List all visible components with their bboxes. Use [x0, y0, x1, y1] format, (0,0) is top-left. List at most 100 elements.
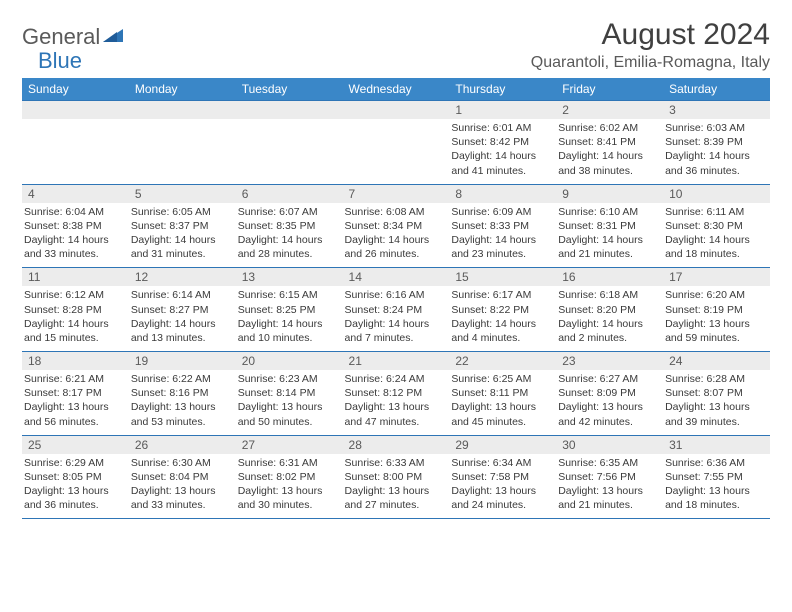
day-number: 27 [236, 436, 343, 454]
day-body: Sunrise: 6:05 AMSunset: 8:37 PMDaylight:… [129, 203, 236, 268]
day-number: 15 [449, 268, 556, 286]
calendar-body: 1Sunrise: 6:01 AMSunset: 8:42 PMDaylight… [22, 101, 770, 519]
weekday-header: Wednesday [343, 78, 450, 101]
calendar-day-cell: 3Sunrise: 6:03 AMSunset: 8:39 PMDaylight… [663, 101, 770, 185]
day-body: Sunrise: 6:14 AMSunset: 8:27 PMDaylight:… [129, 286, 236, 351]
day-number: 5 [129, 185, 236, 203]
calendar-day-cell: 12Sunrise: 6:14 AMSunset: 8:27 PMDayligh… [129, 268, 236, 352]
day-number [22, 101, 129, 119]
day-number [236, 101, 343, 119]
day-number: 18 [22, 352, 129, 370]
day-body: Sunrise: 6:20 AMSunset: 8:19 PMDaylight:… [663, 286, 770, 351]
month-title: August 2024 [531, 18, 770, 52]
day-number: 26 [129, 436, 236, 454]
calendar-day-cell [129, 101, 236, 185]
calendar-day-cell: 9Sunrise: 6:10 AMSunset: 8:31 PMDaylight… [556, 184, 663, 268]
page-header: General August 2024 Quarantoli, Emilia-R… [22, 18, 770, 72]
day-number: 21 [343, 352, 450, 370]
calendar-day-cell: 5Sunrise: 6:05 AMSunset: 8:37 PMDaylight… [129, 184, 236, 268]
day-number: 12 [129, 268, 236, 286]
day-number: 2 [556, 101, 663, 119]
day-number: 4 [22, 185, 129, 203]
calendar-week-row: 25Sunrise: 6:29 AMSunset: 8:05 PMDayligh… [22, 435, 770, 519]
calendar-day-cell: 13Sunrise: 6:15 AMSunset: 8:25 PMDayligh… [236, 268, 343, 352]
day-body: Sunrise: 6:04 AMSunset: 8:38 PMDaylight:… [22, 203, 129, 268]
calendar-day-cell: 18Sunrise: 6:21 AMSunset: 8:17 PMDayligh… [22, 352, 129, 436]
day-body: Sunrise: 6:03 AMSunset: 8:39 PMDaylight:… [663, 119, 770, 184]
day-number: 16 [556, 268, 663, 286]
weekday-header: Monday [129, 78, 236, 101]
calendar-header-row: SundayMondayTuesdayWednesdayThursdayFrid… [22, 78, 770, 101]
day-number: 10 [663, 185, 770, 203]
calendar-day-cell: 4Sunrise: 6:04 AMSunset: 8:38 PMDaylight… [22, 184, 129, 268]
day-body [343, 119, 450, 175]
day-body: Sunrise: 6:01 AMSunset: 8:42 PMDaylight:… [449, 119, 556, 184]
day-number: 19 [129, 352, 236, 370]
calendar-day-cell: 15Sunrise: 6:17 AMSunset: 8:22 PMDayligh… [449, 268, 556, 352]
day-number: 24 [663, 352, 770, 370]
calendar-page: General August 2024 Quarantoli, Emilia-R… [0, 0, 792, 519]
day-number: 23 [556, 352, 663, 370]
day-number: 7 [343, 185, 450, 203]
day-number: 28 [343, 436, 450, 454]
day-body: Sunrise: 6:02 AMSunset: 8:41 PMDaylight:… [556, 119, 663, 184]
day-body: Sunrise: 6:24 AMSunset: 8:12 PMDaylight:… [343, 370, 450, 435]
day-number: 6 [236, 185, 343, 203]
calendar-week-row: 11Sunrise: 6:12 AMSunset: 8:28 PMDayligh… [22, 268, 770, 352]
calendar-day-cell [236, 101, 343, 185]
day-body: Sunrise: 6:16 AMSunset: 8:24 PMDaylight:… [343, 286, 450, 351]
brand-logo: General [22, 24, 125, 50]
day-number: 8 [449, 185, 556, 203]
day-body: Sunrise: 6:28 AMSunset: 8:07 PMDaylight:… [663, 370, 770, 435]
calendar-day-cell: 17Sunrise: 6:20 AMSunset: 8:19 PMDayligh… [663, 268, 770, 352]
weekday-header: Sunday [22, 78, 129, 101]
weekday-header: Thursday [449, 78, 556, 101]
weekday-header: Saturday [663, 78, 770, 101]
calendar-day-cell: 30Sunrise: 6:35 AMSunset: 7:56 PMDayligh… [556, 435, 663, 519]
calendar-day-cell [343, 101, 450, 185]
day-body: Sunrise: 6:29 AMSunset: 8:05 PMDaylight:… [22, 454, 129, 519]
brand-part2: Blue [38, 48, 82, 73]
day-number [343, 101, 450, 119]
calendar-day-cell: 7Sunrise: 6:08 AMSunset: 8:34 PMDaylight… [343, 184, 450, 268]
day-body: Sunrise: 6:33 AMSunset: 8:00 PMDaylight:… [343, 454, 450, 519]
calendar-day-cell: 20Sunrise: 6:23 AMSunset: 8:14 PMDayligh… [236, 352, 343, 436]
day-body: Sunrise: 6:15 AMSunset: 8:25 PMDaylight:… [236, 286, 343, 351]
day-body: Sunrise: 6:11 AMSunset: 8:30 PMDaylight:… [663, 203, 770, 268]
day-body: Sunrise: 6:21 AMSunset: 8:17 PMDaylight:… [22, 370, 129, 435]
day-number: 9 [556, 185, 663, 203]
day-body [129, 119, 236, 175]
title-block: August 2024 Quarantoli, Emilia-Romagna, … [531, 18, 770, 72]
day-number: 13 [236, 268, 343, 286]
day-body: Sunrise: 6:07 AMSunset: 8:35 PMDaylight:… [236, 203, 343, 268]
day-body: Sunrise: 6:23 AMSunset: 8:14 PMDaylight:… [236, 370, 343, 435]
day-body: Sunrise: 6:09 AMSunset: 8:33 PMDaylight:… [449, 203, 556, 268]
calendar-day-cell: 24Sunrise: 6:28 AMSunset: 8:07 PMDayligh… [663, 352, 770, 436]
calendar-day-cell [22, 101, 129, 185]
day-body: Sunrise: 6:35 AMSunset: 7:56 PMDaylight:… [556, 454, 663, 519]
day-body: Sunrise: 6:27 AMSunset: 8:09 PMDaylight:… [556, 370, 663, 435]
calendar-day-cell: 2Sunrise: 6:02 AMSunset: 8:41 PMDaylight… [556, 101, 663, 185]
calendar-week-row: 4Sunrise: 6:04 AMSunset: 8:38 PMDaylight… [22, 184, 770, 268]
day-number: 22 [449, 352, 556, 370]
day-number: 30 [556, 436, 663, 454]
calendar-day-cell: 26Sunrise: 6:30 AMSunset: 8:04 PMDayligh… [129, 435, 236, 519]
day-number: 17 [663, 268, 770, 286]
calendar-day-cell: 19Sunrise: 6:22 AMSunset: 8:16 PMDayligh… [129, 352, 236, 436]
calendar-day-cell: 1Sunrise: 6:01 AMSunset: 8:42 PMDaylight… [449, 101, 556, 185]
weekday-header: Friday [556, 78, 663, 101]
calendar-table: SundayMondayTuesdayWednesdayThursdayFrid… [22, 78, 770, 519]
calendar-week-row: 18Sunrise: 6:21 AMSunset: 8:17 PMDayligh… [22, 352, 770, 436]
day-body [22, 119, 129, 175]
calendar-day-cell: 28Sunrise: 6:33 AMSunset: 8:00 PMDayligh… [343, 435, 450, 519]
brand-triangle-icon [103, 26, 123, 47]
brand-part1: General [22, 24, 100, 50]
day-body: Sunrise: 6:17 AMSunset: 8:22 PMDaylight:… [449, 286, 556, 351]
calendar-week-row: 1Sunrise: 6:01 AMSunset: 8:42 PMDaylight… [22, 101, 770, 185]
calendar-day-cell: 16Sunrise: 6:18 AMSunset: 8:20 PMDayligh… [556, 268, 663, 352]
day-number: 11 [22, 268, 129, 286]
day-body: Sunrise: 6:22 AMSunset: 8:16 PMDaylight:… [129, 370, 236, 435]
day-body: Sunrise: 6:36 AMSunset: 7:55 PMDaylight:… [663, 454, 770, 519]
calendar-day-cell: 25Sunrise: 6:29 AMSunset: 8:05 PMDayligh… [22, 435, 129, 519]
calendar-day-cell: 27Sunrise: 6:31 AMSunset: 8:02 PMDayligh… [236, 435, 343, 519]
